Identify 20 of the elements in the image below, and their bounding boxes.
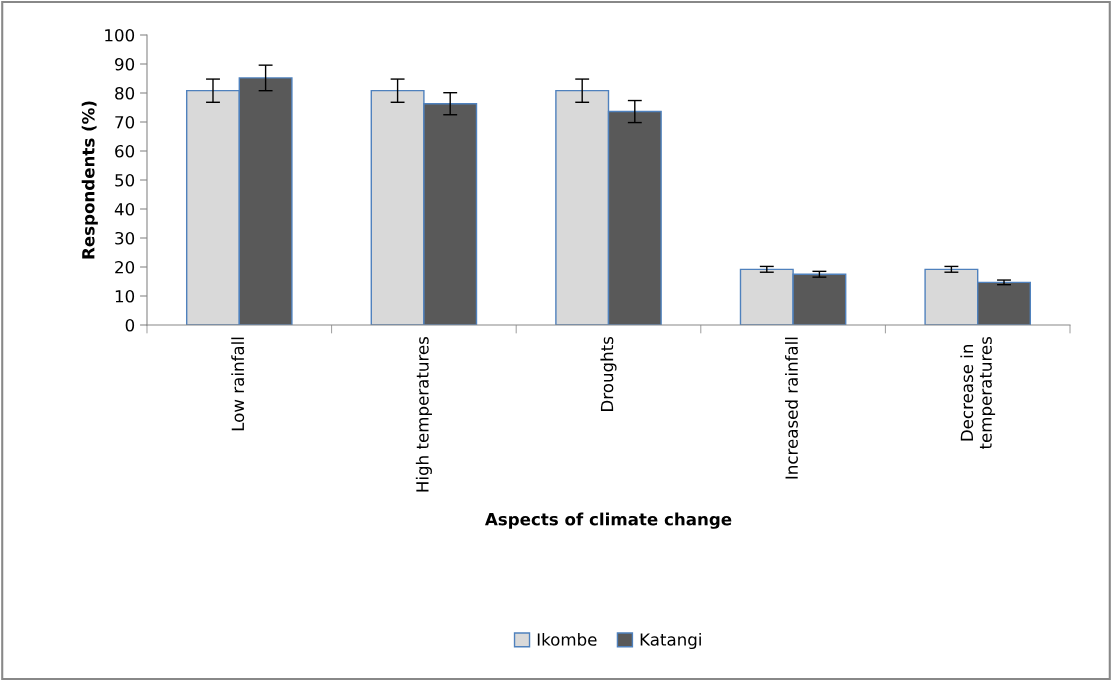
y-tick-label: 100 [105, 28, 135, 42]
x-axis-title: Aspects of climate change [484, 512, 732, 529]
y-tick-label: 40 [114, 202, 135, 216]
y-tick-label: 90 [115, 57, 135, 71]
y-axis-title: Respondents (%) [81, 101, 98, 259]
y-tick-label: 50 [115, 173, 135, 187]
x-tick-label: Decrease in temperatures [960, 336, 996, 450]
y-tick-label: 80 [115, 86, 135, 100]
y-tick-label: 60 [115, 144, 135, 158]
legend-label: Ikombe [537, 632, 597, 646]
y-tick-label: 70 [115, 115, 135, 129]
legend-label: Katangi [640, 632, 701, 650]
y-tick-label: 20 [115, 260, 135, 274]
y-tick-label: 10 [115, 289, 135, 303]
y-tick-label: 30 [115, 231, 135, 245]
x-tick-label: High temperatures [415, 336, 432, 492]
x-tick-label: Increased rainfall [785, 337, 798, 479]
x-tick-label: Low rainfall [231, 337, 245, 431]
x-tick-label: Droughts [600, 336, 617, 411]
y-tick-label: 0 [125, 318, 135, 332]
